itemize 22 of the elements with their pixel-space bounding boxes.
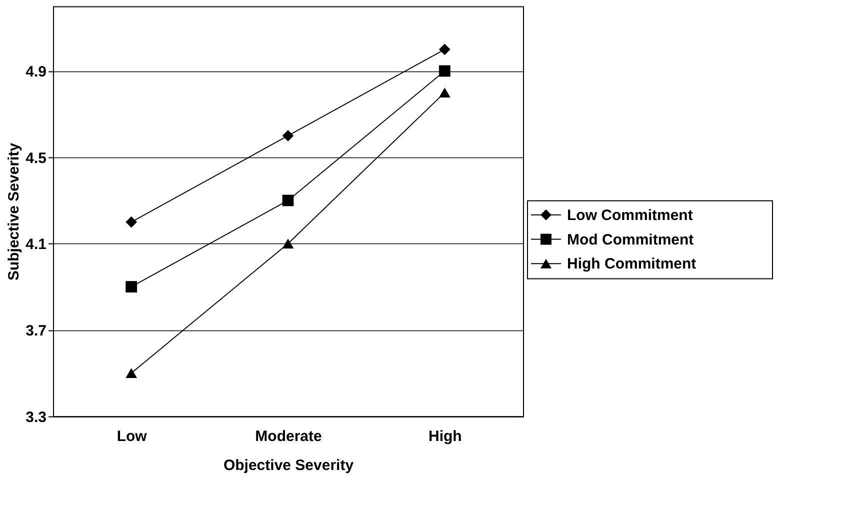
y-tick-label: 4.1 — [26, 236, 46, 254]
point — [438, 88, 450, 98]
x-tick-label: Moderate — [255, 428, 322, 445]
legend-label: High Commitment — [567, 256, 696, 273]
point — [126, 368, 138, 378]
legend-label: Mod Commitment — [567, 231, 694, 248]
x-tick-label: High — [428, 428, 462, 445]
y-axis-title: Subjective Severity — [6, 142, 23, 281]
x-tick-label: Low — [116, 428, 148, 445]
point — [282, 194, 294, 206]
x-axis-title: Objective Severity — [223, 456, 354, 474]
point — [126, 216, 138, 228]
point — [126, 281, 138, 292]
y-tick-label: 4.9 — [26, 63, 46, 80]
y-tick-label: 3.7 — [26, 322, 46, 340]
point — [282, 130, 294, 142]
point — [282, 238, 294, 249]
y-tick-label: 3.3 — [26, 408, 46, 426]
point — [438, 44, 450, 56]
point — [438, 65, 450, 77]
y-tick-label: 4.5 — [26, 150, 46, 167]
legend-label: Low Commitment — [567, 206, 693, 224]
